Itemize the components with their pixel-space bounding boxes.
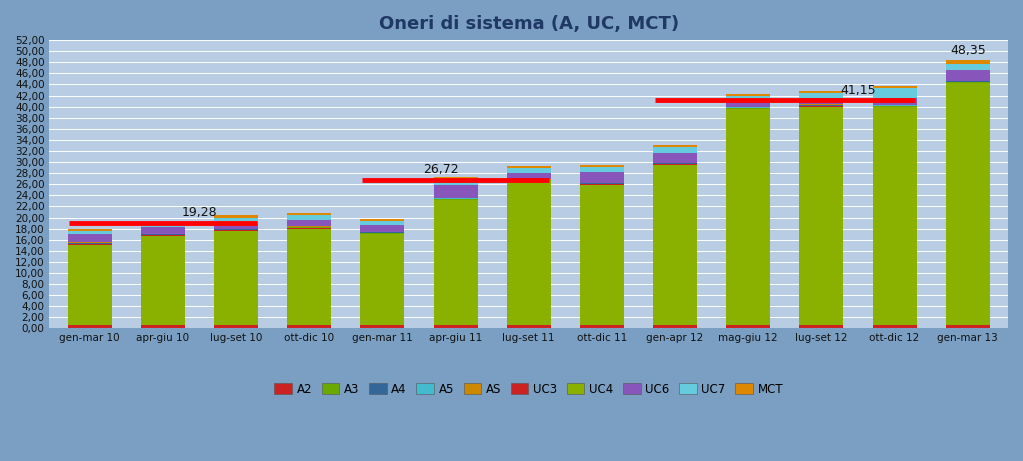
Bar	[726, 325, 770, 328]
Bar	[434, 325, 478, 328]
Bar	[141, 236, 185, 325]
Bar	[506, 182, 550, 325]
Bar	[799, 106, 843, 325]
Bar	[68, 244, 112, 245]
Bar	[68, 325, 112, 328]
Bar	[580, 184, 624, 185]
Bar	[287, 325, 331, 328]
Bar	[434, 185, 478, 198]
Bar	[214, 230, 258, 231]
Bar	[873, 107, 917, 325]
Bar	[214, 229, 258, 230]
Bar	[287, 227, 331, 228]
Bar	[946, 325, 989, 328]
Bar	[946, 64, 989, 70]
Bar	[141, 222, 185, 224]
Bar	[141, 234, 185, 235]
Bar	[726, 109, 770, 325]
Bar	[653, 145, 697, 147]
Legend: A2, A3, A4, A5, AS, UC3, UC4, UC6, UC7, MCT: A2, A3, A4, A5, AS, UC3, UC4, UC6, UC7, …	[269, 378, 788, 400]
Bar	[360, 325, 404, 328]
Bar	[799, 105, 843, 106]
Bar	[799, 98, 843, 105]
Bar	[799, 325, 843, 328]
Bar	[360, 234, 404, 325]
Bar	[214, 325, 258, 328]
Bar	[360, 219, 404, 221]
Bar	[873, 86, 917, 89]
Bar	[68, 243, 112, 244]
Bar	[653, 325, 697, 328]
Text: 41,15: 41,15	[840, 83, 876, 97]
Bar	[726, 108, 770, 109]
Bar	[580, 185, 624, 325]
Bar	[141, 227, 185, 234]
Bar	[360, 233, 404, 234]
Bar	[214, 218, 258, 222]
Bar	[653, 147, 697, 153]
Bar	[214, 231, 258, 325]
Bar	[287, 228, 331, 229]
Bar	[799, 91, 843, 93]
Bar	[580, 183, 624, 184]
Bar	[799, 93, 843, 98]
Bar	[360, 221, 404, 225]
Bar	[434, 180, 478, 185]
Bar	[580, 167, 624, 171]
Bar	[873, 89, 917, 98]
Bar	[580, 171, 624, 183]
Bar	[506, 172, 550, 179]
Bar	[141, 325, 185, 328]
Bar	[946, 82, 989, 83]
Bar	[360, 225, 404, 232]
Bar	[434, 199, 478, 200]
Text: 19,28: 19,28	[182, 206, 217, 219]
Bar	[506, 180, 550, 181]
Bar	[653, 163, 697, 164]
Bar	[68, 231, 112, 234]
Bar	[214, 215, 258, 218]
Bar	[726, 94, 770, 96]
Bar	[506, 166, 550, 168]
Bar	[580, 325, 624, 328]
Bar	[141, 235, 185, 236]
Bar	[287, 215, 331, 220]
Bar	[214, 222, 258, 229]
Bar	[873, 325, 917, 328]
Bar	[653, 165, 697, 325]
Text: 26,72: 26,72	[424, 164, 458, 177]
Bar	[946, 60, 989, 64]
Text: 48,35: 48,35	[950, 44, 985, 57]
Bar	[653, 153, 697, 163]
Bar	[68, 229, 112, 231]
Bar	[434, 201, 478, 325]
Bar	[287, 220, 331, 226]
Bar	[873, 106, 917, 107]
Bar	[873, 98, 917, 105]
Bar	[360, 232, 404, 233]
Bar	[506, 325, 550, 328]
Bar	[580, 165, 624, 167]
Bar	[506, 181, 550, 182]
Bar	[726, 96, 770, 100]
Bar	[287, 229, 331, 325]
Bar	[434, 200, 478, 201]
Bar	[434, 177, 478, 180]
Bar	[726, 100, 770, 107]
Bar	[287, 213, 331, 215]
Title: Oneri di sistema (A, UC, MCT): Oneri di sistema (A, UC, MCT)	[379, 15, 679, 33]
Bar	[68, 245, 112, 325]
Bar	[946, 70, 989, 81]
Bar	[946, 83, 989, 325]
Bar	[141, 224, 185, 227]
Bar	[68, 234, 112, 242]
Bar	[653, 164, 697, 165]
Bar	[506, 168, 550, 172]
